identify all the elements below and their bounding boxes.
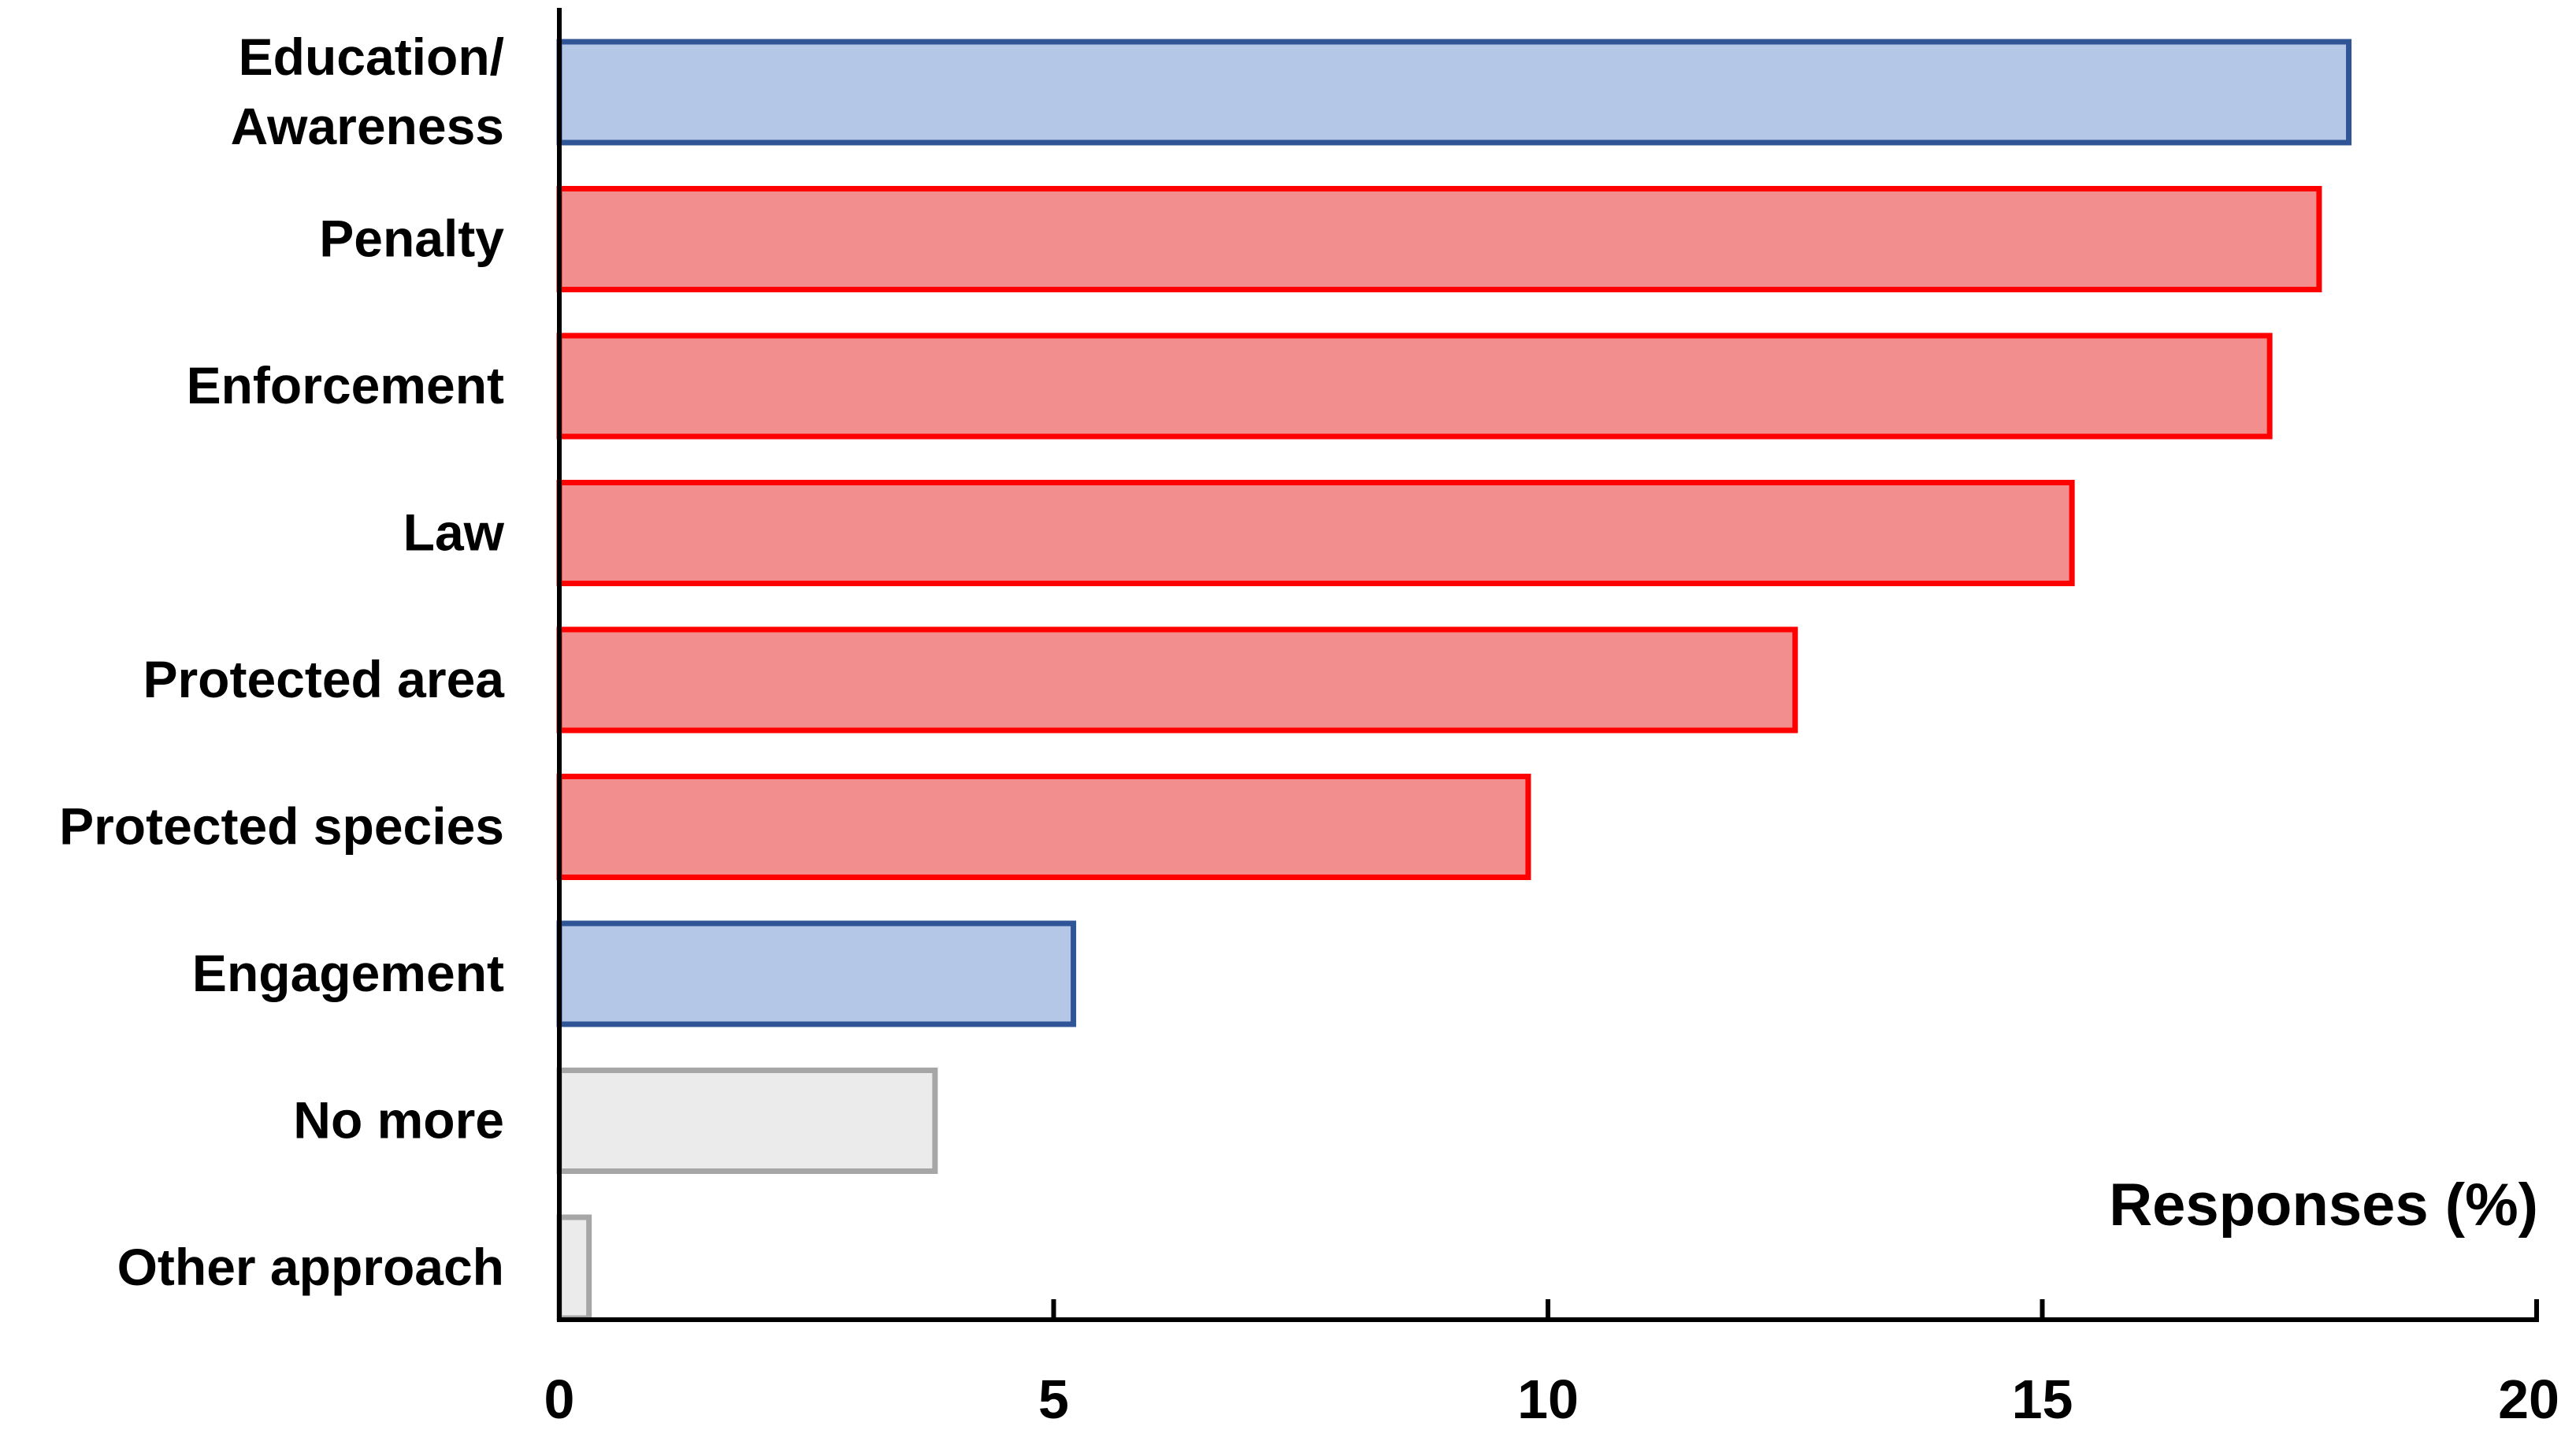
bar [556,920,1077,1027]
x-tick-label: 10 [1517,1369,1579,1430]
x-ticks: 0 5 10 15 20 [544,1299,2559,1430]
category-label: Protected area [143,650,505,708]
bar [556,1068,938,1174]
category-label: Enforcement [187,356,504,414]
bar [556,332,2273,440]
bar [556,39,2352,146]
category-labels: Education/Awareness Penalty Enforcement Law… [59,28,505,1296]
category-label: Other approach [117,1238,504,1296]
bar [556,186,2322,292]
category-label: Education/Awareness [231,28,504,155]
x-tick-label: 0 [544,1369,575,1430]
category-label: No more [293,1091,504,1150]
bar [556,626,1798,734]
category-label: Protected species [59,797,504,856]
x-tick-label: 15 [2012,1369,2073,1430]
bar [556,1214,592,1321]
category-label: Law [403,503,505,562]
x-tick-label: 20 [2498,1369,2559,1430]
category-label: Penalty [319,210,504,268]
category-label: Engagement [192,944,504,1002]
bars-group [556,39,2352,1321]
x-axis-title: Responses (%) [2109,1172,2538,1239]
x-tick-label: 5 [1038,1369,1069,1430]
bar [556,480,2075,586]
bar [556,774,1531,880]
